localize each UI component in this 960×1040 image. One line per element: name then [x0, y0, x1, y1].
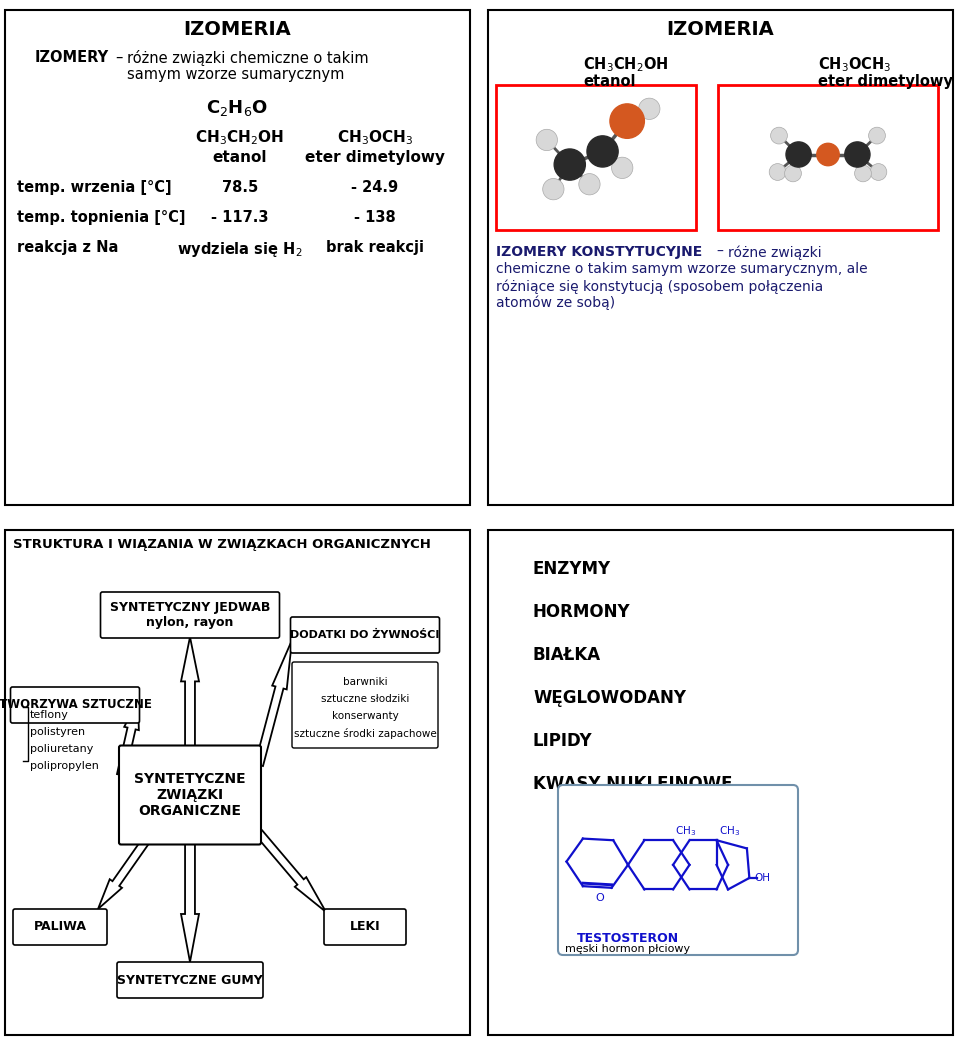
Text: SYNTETYCZNY JEDWAB
nylon, rayon: SYNTETYCZNY JEDWAB nylon, rayon — [109, 601, 270, 629]
Text: TESTOSTERON: TESTOSTERON — [577, 932, 679, 945]
FancyArrow shape — [255, 640, 292, 766]
Circle shape — [769, 163, 786, 180]
Text: IZOMERIA: IZOMERIA — [666, 20, 775, 38]
Text: sztuczne środki zapachowe: sztuczne środki zapachowe — [294, 728, 437, 739]
Circle shape — [869, 127, 885, 144]
FancyArrow shape — [98, 839, 149, 909]
FancyBboxPatch shape — [324, 909, 406, 945]
Text: etanol: etanol — [213, 150, 267, 165]
Text: CH$_3$OCH$_3$: CH$_3$OCH$_3$ — [337, 128, 413, 147]
Circle shape — [579, 174, 600, 194]
Text: polistyren: polistyren — [30, 727, 85, 737]
Text: eter dimetylowy: eter dimetylowy — [818, 74, 953, 89]
Text: KWASY NUKLEINOWE: KWASY NUKLEINOWE — [533, 775, 732, 792]
Text: HORMONY: HORMONY — [533, 603, 631, 621]
FancyBboxPatch shape — [292, 662, 438, 748]
Text: CH$_3$: CH$_3$ — [718, 825, 740, 838]
Text: barwniki: barwniki — [343, 677, 387, 687]
Circle shape — [638, 98, 660, 120]
Bar — [718, 85, 938, 230]
Bar — [5, 530, 470, 1035]
Circle shape — [817, 144, 839, 165]
Text: STRUKTURA I WIĄZANIA W ZWIĄZKACH ORGANICZNYCH: STRUKTURA I WIĄZANIA W ZWIĄZKACH ORGANIC… — [13, 538, 431, 551]
FancyArrow shape — [181, 636, 199, 748]
Text: eter dimetylowy: eter dimetylowy — [305, 150, 445, 165]
FancyBboxPatch shape — [117, 962, 263, 998]
Circle shape — [870, 163, 887, 180]
Text: LIPIDY: LIPIDY — [533, 732, 592, 750]
Text: różniące się konstytucją (sposobem połączenia: różniące się konstytucją (sposobem połąc… — [496, 279, 824, 293]
Text: - 138: - 138 — [354, 210, 396, 225]
Text: reakcja z Na: reakcja z Na — [17, 240, 118, 255]
Text: CH$_3$CH$_2$OH: CH$_3$CH$_2$OH — [583, 55, 668, 74]
Circle shape — [771, 127, 787, 144]
Circle shape — [845, 141, 870, 167]
Text: teflony: teflony — [30, 710, 69, 720]
FancyArrow shape — [181, 842, 199, 962]
Text: etanol: etanol — [583, 74, 636, 89]
Circle shape — [536, 129, 558, 151]
FancyBboxPatch shape — [101, 592, 279, 638]
Text: temp. wrzenia [°C]: temp. wrzenia [°C] — [17, 180, 172, 196]
Bar — [488, 10, 953, 505]
Text: konserwanty: konserwanty — [331, 711, 398, 721]
Text: CH$_3$CH$_2$OH: CH$_3$CH$_2$OH — [196, 128, 284, 147]
Text: różne związki chemiczne o takim: różne związki chemiczne o takim — [127, 50, 369, 66]
Text: 78.5: 78.5 — [222, 180, 258, 196]
Circle shape — [610, 104, 644, 138]
Text: ENZYMY: ENZYMY — [533, 560, 612, 578]
Text: LEKI: LEKI — [349, 920, 380, 934]
Text: IZOMERY KONSTYTUCYJNE: IZOMERY KONSTYTUCYJNE — [496, 245, 703, 259]
Bar — [488, 530, 953, 1035]
Text: CH$_3$OCH$_3$: CH$_3$OCH$_3$ — [818, 55, 891, 74]
Text: IZOMERIA: IZOMERIA — [183, 20, 292, 38]
FancyBboxPatch shape — [291, 617, 440, 653]
Text: TWORZYWA SZTUCZNE: TWORZYWA SZTUCZNE — [0, 699, 152, 711]
FancyBboxPatch shape — [13, 909, 107, 945]
Text: OH: OH — [755, 873, 770, 883]
Text: SYNTETYCZNE
ZWIĄZKI
ORGANICZNE: SYNTETYCZNE ZWIĄZKI ORGANICZNE — [134, 772, 246, 818]
Text: wydziela się H$_2$: wydziela się H$_2$ — [178, 240, 302, 259]
Circle shape — [786, 141, 811, 167]
Text: –: – — [716, 245, 723, 259]
Text: SYNTETYCZNE GUMY: SYNTETYCZNE GUMY — [117, 973, 263, 987]
Text: poliuretany: poliuretany — [30, 744, 93, 754]
Circle shape — [542, 179, 564, 200]
FancyBboxPatch shape — [119, 746, 261, 844]
Text: WĘGLOWODANY: WĘGLOWODANY — [533, 688, 686, 707]
Text: PALIWA: PALIWA — [34, 920, 86, 934]
Text: O: O — [595, 892, 604, 903]
Text: brak reakcji: brak reakcji — [326, 240, 424, 255]
Text: temp. topnienia [°C]: temp. topnienia [°C] — [17, 210, 185, 225]
Text: –: – — [115, 50, 122, 64]
FancyBboxPatch shape — [558, 785, 798, 955]
Circle shape — [554, 149, 586, 180]
Text: - 24.9: - 24.9 — [351, 180, 398, 196]
FancyArrow shape — [117, 700, 139, 776]
Text: chemiczne o takim samym wzorze sumarycznym, ale: chemiczne o takim samym wzorze sumaryczn… — [496, 262, 868, 276]
Text: IZOMERY: IZOMERY — [35, 50, 109, 64]
Text: sztuczne słodziki: sztuczne słodziki — [321, 694, 409, 704]
FancyBboxPatch shape — [11, 687, 139, 723]
Text: BIAŁKA: BIAŁKA — [533, 646, 601, 664]
Text: - 117.3: - 117.3 — [211, 210, 269, 225]
Text: samym wzorze sumarycznym: samym wzorze sumarycznym — [127, 67, 345, 82]
Text: różne związki: różne związki — [728, 245, 822, 260]
Text: atomów ze sobą): atomów ze sobą) — [496, 296, 615, 311]
Circle shape — [612, 157, 633, 179]
Circle shape — [784, 165, 802, 182]
Bar — [496, 85, 696, 230]
Text: męski hormon płciowy: męski hormon płciowy — [565, 944, 690, 954]
Circle shape — [854, 165, 872, 182]
Circle shape — [587, 136, 618, 167]
Text: C$_2$H$_6$O: C$_2$H$_6$O — [206, 98, 269, 118]
Text: polipropylen: polipropylen — [30, 761, 99, 771]
Text: CH$_3$: CH$_3$ — [675, 825, 696, 838]
Bar — [5, 10, 470, 505]
FancyArrow shape — [256, 830, 326, 912]
Text: DODATKI DO ŻYWNOŚCI: DODATKI DO ŻYWNOŚCI — [290, 630, 440, 640]
